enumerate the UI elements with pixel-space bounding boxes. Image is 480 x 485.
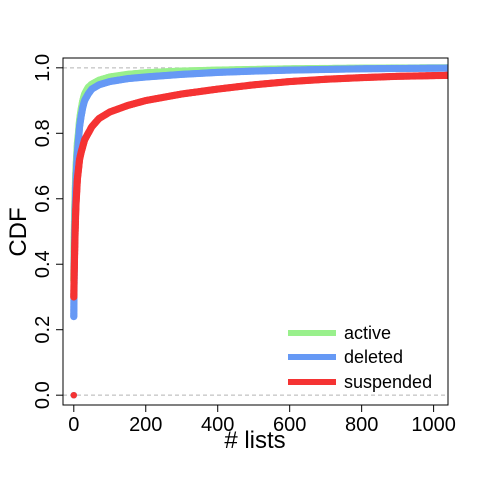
x-tick-label: 800 xyxy=(345,414,378,436)
legend-label-deleted: deleted xyxy=(344,347,403,367)
x-tick-label: 400 xyxy=(201,414,234,436)
series-layer xyxy=(70,64,448,399)
data-point xyxy=(70,391,77,399)
legend-label-active: active xyxy=(344,323,391,343)
legend-label-suspended: suspended xyxy=(344,372,432,392)
x-tick-label: 1000 xyxy=(411,414,456,436)
x-tick-label: 200 xyxy=(129,414,162,436)
x-tick-label: 600 xyxy=(273,414,306,436)
y-axis-label: CDF xyxy=(5,207,32,256)
y-tick-label: 0.2 xyxy=(32,316,54,344)
data-point xyxy=(443,71,448,79)
y-tick-label: 1.0 xyxy=(32,54,54,82)
axes: 0 200 400 600 800 1000 0.0 0.2 0.4 0.6 0.8 1.0 xyxy=(32,54,456,436)
data-point xyxy=(443,64,448,72)
series-deleted xyxy=(70,64,448,399)
y-tick-label: 0.8 xyxy=(32,119,54,147)
x-tick-label: 0 xyxy=(68,414,79,436)
legend: active deleted suspended xyxy=(288,323,432,392)
x-axis-label: # lists xyxy=(224,427,285,454)
plot-frame xyxy=(62,57,449,406)
y-tick-label: 0.6 xyxy=(32,185,54,213)
y-tick-label: 0.0 xyxy=(32,381,54,409)
series-suspended xyxy=(70,71,448,399)
y-tick-label: 0.4 xyxy=(32,250,54,278)
